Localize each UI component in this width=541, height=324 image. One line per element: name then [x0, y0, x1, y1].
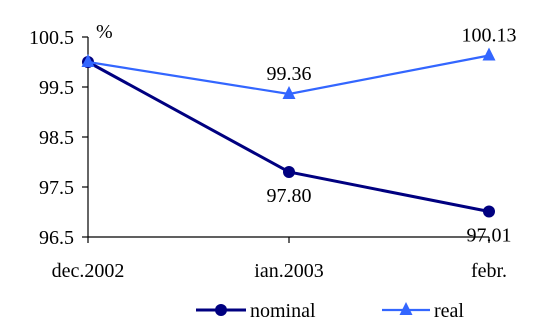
series-point-real — [81, 53, 95, 67]
series-point-real — [482, 47, 496, 61]
y-tick-label: 98.5 — [39, 127, 74, 149]
data-label-real: 100.13 — [462, 25, 517, 47]
y-tick-label: 96.5 — [39, 227, 74, 249]
y-tick-label: 100.5 — [29, 27, 74, 49]
data-label-real: 99.36 — [267, 63, 312, 85]
series-group — [81, 47, 496, 218]
series-point-nominal — [283, 166, 295, 178]
legend: nominal real — [196, 300, 464, 322]
data-label-nominal: 97.01 — [467, 225, 512, 247]
x-tick-label: dec.2002 — [52, 260, 125, 282]
series-point-real — [282, 85, 296, 99]
y-tick-label: 97.5 — [39, 177, 74, 199]
series-point-nominal — [215, 304, 227, 316]
y-tick-label: 99.5 — [39, 77, 74, 99]
x-tick-label: ian.2003 — [254, 260, 323, 282]
x-tick-label: febr. — [471, 260, 507, 282]
axes — [82, 36, 490, 243]
legend-label-nominal: nominal — [250, 300, 316, 322]
series-point-real — [399, 301, 413, 315]
x-tick-labels: dec.2002 ian.2003 febr. — [52, 260, 507, 282]
data-label-nominal: 97.80 — [267, 185, 312, 207]
legend-label-real: real — [434, 300, 464, 322]
y-tick-labels: 96.5 97.5 98.5 99.5 100.5 — [29, 27, 74, 249]
unit-label: % — [96, 21, 113, 43]
data-labels: 97.80 97.01 99.36 100.13 — [267, 25, 517, 247]
series-point-nominal — [483, 205, 495, 218]
